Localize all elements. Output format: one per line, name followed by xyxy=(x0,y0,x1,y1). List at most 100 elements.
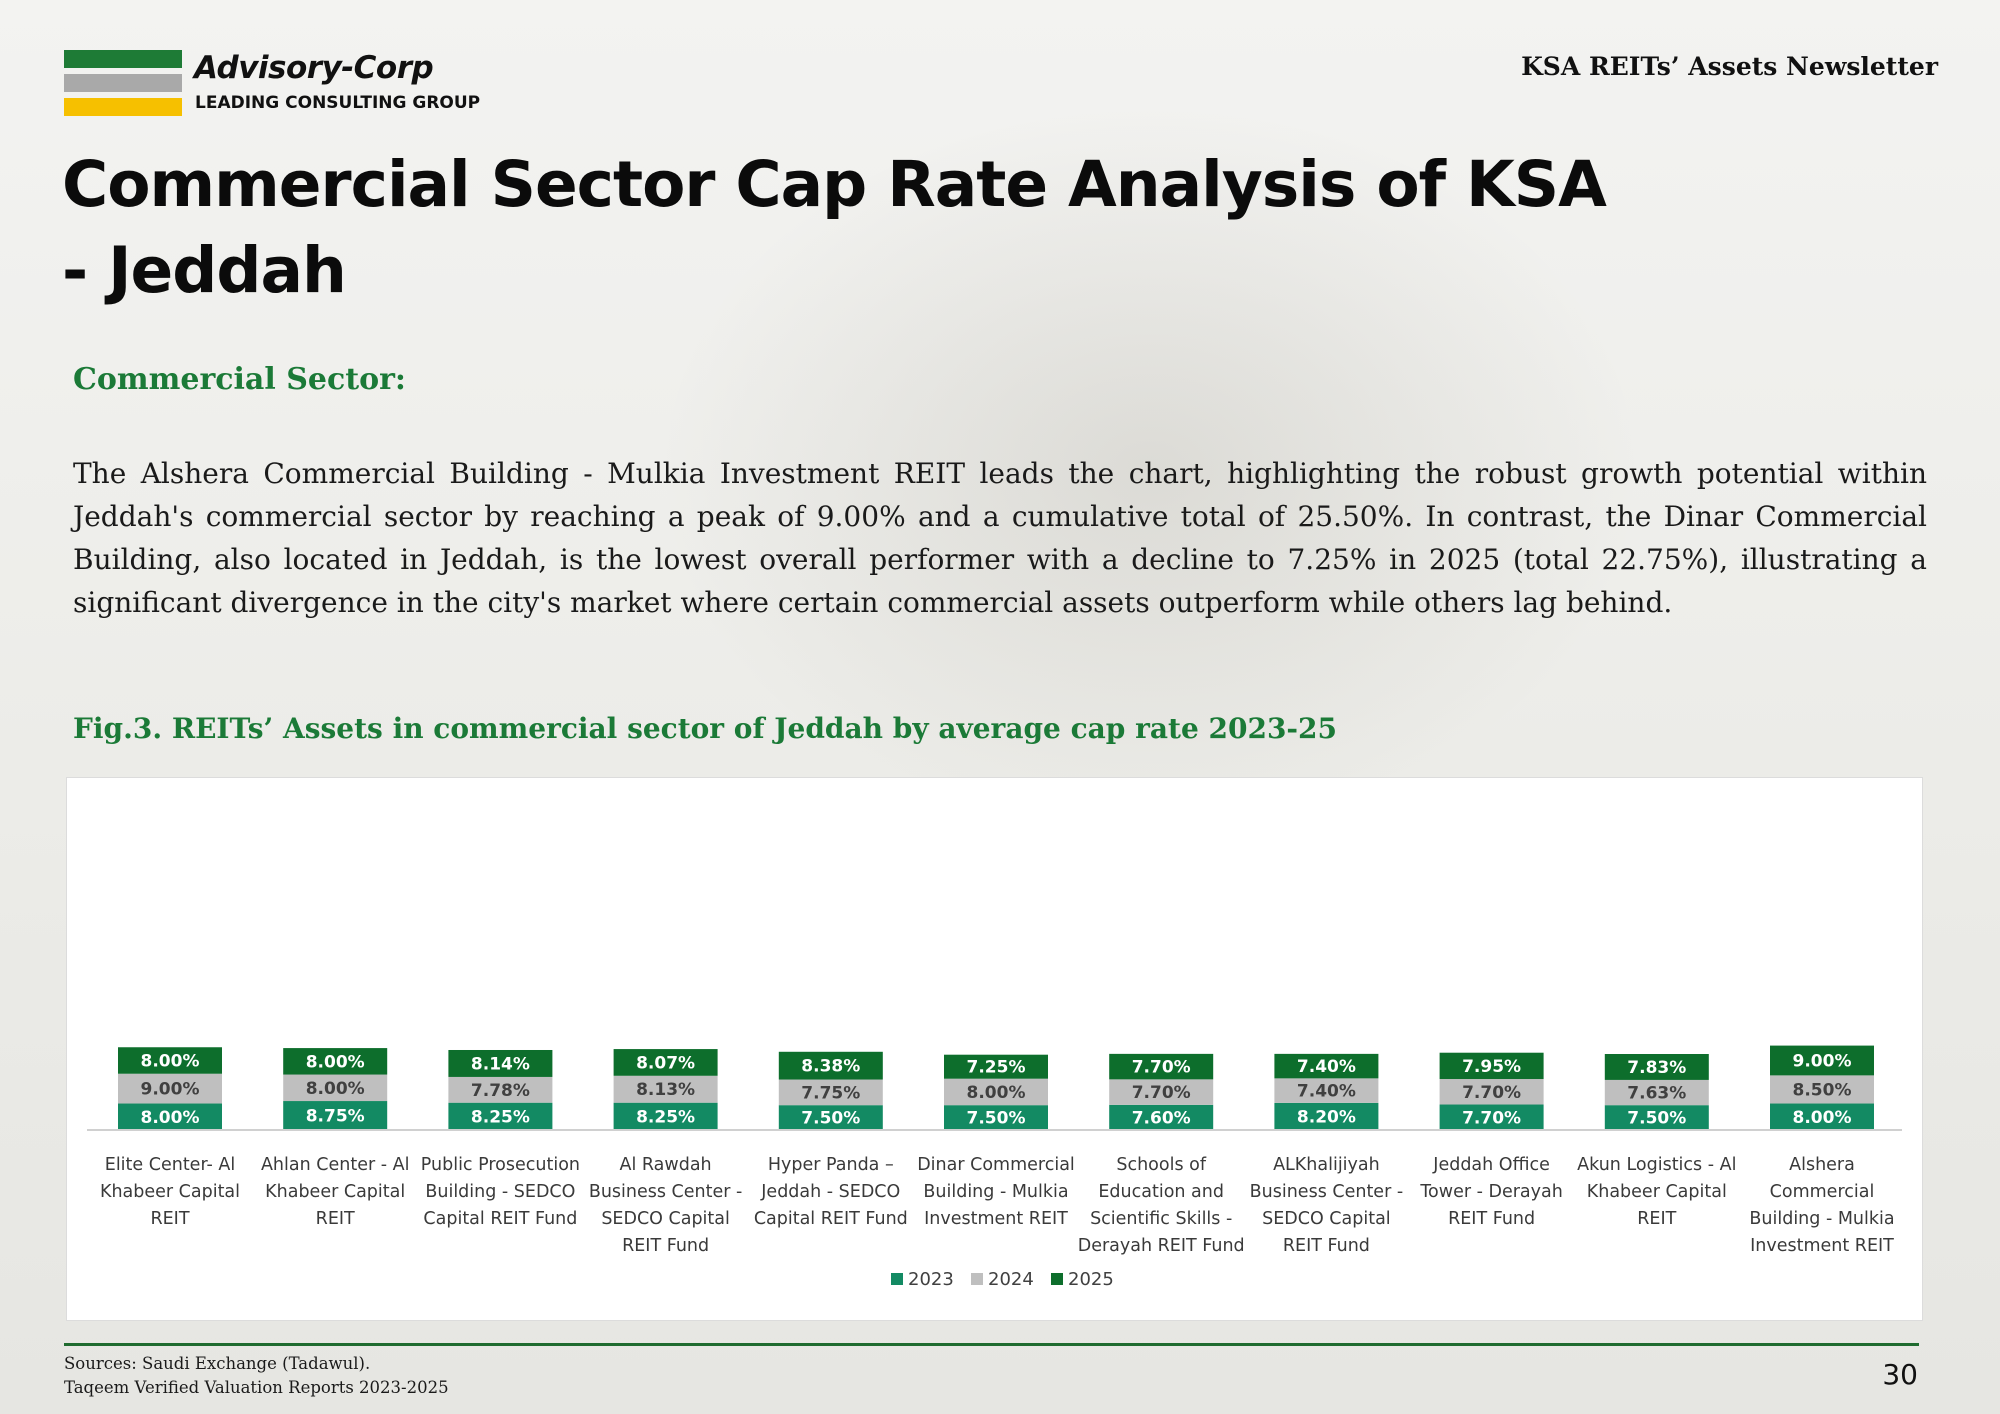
bar-2024-3 xyxy=(448,1076,553,1103)
bar-2024-8 xyxy=(1274,1078,1379,1103)
category-label-line: Public Prosecution xyxy=(421,1155,580,1175)
bar-2025-10 xyxy=(1604,1054,1709,1080)
category-label-line: REIT xyxy=(316,1209,355,1229)
category-label-line: Dinar Commercial xyxy=(917,1155,1075,1175)
data-label-2024-9: 7.70% xyxy=(1462,1083,1521,1103)
bar-2023-10 xyxy=(1604,1105,1709,1130)
bar-2023-6 xyxy=(944,1105,1048,1130)
category-label-line: Hyper Panda – xyxy=(768,1155,894,1175)
data-label-2025-4: 8.07% xyxy=(636,1053,695,1073)
data-label-2025-1: 8.00% xyxy=(141,1051,200,1071)
data-label-2025-6: 7.25% xyxy=(967,1058,1026,1078)
category-label-4: Al Rawdah Business Center - SEDCO Capital R… xyxy=(589,1155,743,1256)
category-label-line: Al Rawdah xyxy=(620,1155,712,1175)
category-label-line: Building - Mulkia xyxy=(1749,1209,1894,1229)
bar-2023-11 xyxy=(1770,1103,1874,1130)
category-label-line: REIT xyxy=(150,1209,189,1229)
category-label-line: Jeddah Office xyxy=(1432,1155,1550,1175)
category-label-line: Schools of xyxy=(1116,1155,1206,1175)
legend-label-2025: 2025 xyxy=(1068,1269,1114,1290)
bar-2025-8 xyxy=(1274,1053,1379,1079)
chart-panel: 8.00% 9.00% 8.00% Elite Center- Al Khabeer C… xyxy=(66,777,1923,1321)
bar-2024-7 xyxy=(1109,1079,1214,1105)
bar-2024-11 xyxy=(1770,1075,1874,1104)
bar-2023-9 xyxy=(1439,1104,1544,1130)
data-label-2023-3: 8.25% xyxy=(471,1107,530,1127)
category-label-11: Alshera Commercial Building - Mulkia Invest… xyxy=(1749,1155,1894,1256)
category-label-line: Elite Center- Al xyxy=(105,1155,235,1175)
bar-2025-2 xyxy=(283,1048,388,1075)
bar-2025-7 xyxy=(1109,1053,1214,1080)
bar-2025-6 xyxy=(944,1054,1048,1079)
category-label-line: Akun Logistics - Al xyxy=(1577,1155,1736,1175)
category-label-1: Elite Center- Al Khabeer Capital REIT xyxy=(100,1155,240,1229)
logo-green-stripe xyxy=(64,50,182,68)
category-label-10: Akun Logistics - Al Khabeer Capital REIT xyxy=(1577,1155,1736,1229)
legend-label-2024: 2024 xyxy=(988,1269,1034,1290)
data-label-2023-6: 7.50% xyxy=(967,1109,1026,1129)
bar-2024-5 xyxy=(778,1079,883,1106)
footer-divider xyxy=(64,1343,1919,1346)
logo-yellow-stripe xyxy=(64,98,182,116)
category-label-line: Business Center - xyxy=(589,1182,743,1202)
bar-2023-3 xyxy=(448,1102,553,1130)
data-label-2023-2: 8.75% xyxy=(306,1107,365,1127)
page-number: 30 xyxy=(1882,1358,1918,1391)
category-label-line: Alshera xyxy=(1789,1155,1855,1175)
category-label-line: Commercial xyxy=(1770,1182,1875,1202)
category-label-line: Ahlan Center - Al xyxy=(261,1155,409,1175)
sources-line-1: Sources: Saudi Exchange (Tadawul). xyxy=(64,1354,371,1373)
bar-2023-1 xyxy=(118,1103,222,1130)
data-label-2024-6: 8.00% xyxy=(967,1083,1026,1103)
category-label-line: SEDCO Capital xyxy=(601,1209,730,1229)
category-label-line: Jeddah - SEDCO xyxy=(760,1182,900,1202)
category-label-6: Dinar Commercial Building - Mulkia Investm… xyxy=(917,1155,1075,1229)
data-label-2024-1: 9.00% xyxy=(141,1080,200,1100)
data-label-2024-2: 8.00% xyxy=(306,1079,365,1099)
category-label-line: Investment REIT xyxy=(1750,1236,1894,1256)
bar-2025-1 xyxy=(118,1047,222,1074)
section-heading: Commercial Sector: xyxy=(73,362,406,397)
sources-line-2: Taqeem Verified Valuation Reports 2023-2… xyxy=(64,1378,449,1397)
data-label-2025-5: 8.38% xyxy=(801,1057,860,1077)
legend-swatch-2024 xyxy=(971,1273,983,1285)
category-label-9: Jeddah Office Tower - Derayah REIT Fund xyxy=(1419,1155,1562,1229)
category-label-line: REIT Fund xyxy=(1448,1209,1535,1229)
category-label-line: Khabeer Capital xyxy=(265,1182,405,1202)
category-label-line: Capital REIT Fund xyxy=(423,1209,577,1229)
legend-label-2023: 2023 xyxy=(908,1269,954,1290)
data-label-2023-5: 7.50% xyxy=(801,1109,860,1129)
category-label-line: Derayah REIT Fund xyxy=(1078,1236,1245,1256)
bar-2025-4 xyxy=(613,1049,718,1076)
bar-2024-4 xyxy=(613,1075,718,1103)
bar-2024-10 xyxy=(1604,1079,1709,1106)
bar-2023-4 xyxy=(613,1102,718,1130)
category-label-7: Schools of Education and Scientific Skills… xyxy=(1078,1155,1245,1256)
data-label-2023-9: 7.70% xyxy=(1462,1108,1521,1128)
category-label-line: Capital REIT Fund xyxy=(754,1209,908,1229)
figure-caption: Fig.3. REITs’ Assets in commercial secto… xyxy=(73,712,1338,745)
category-label-line: Scientific Skills - xyxy=(1090,1209,1232,1229)
bar-2025-5 xyxy=(778,1051,883,1080)
data-label-2023-11: 8.00% xyxy=(1793,1108,1852,1128)
category-label-line: Khabeer Capital xyxy=(100,1182,240,1202)
data-label-2025-2: 8.00% xyxy=(306,1052,365,1072)
category-label-line: ALKhalijiyah xyxy=(1273,1155,1380,1175)
bar-2025-9 xyxy=(1439,1052,1544,1080)
data-label-2023-10: 7.50% xyxy=(1627,1109,1686,1129)
category-label-line: Education and xyxy=(1098,1182,1224,1202)
data-label-2024-3: 7.78% xyxy=(471,1081,530,1101)
legend-swatch-2023 xyxy=(891,1273,903,1285)
data-label-2024-4: 8.13% xyxy=(636,1080,695,1100)
newsletter-title: KSA REITs’ Assets Newsletter xyxy=(1521,52,1938,81)
category-label-line: Tower - Derayah xyxy=(1419,1182,1562,1202)
category-label-line: Business Center - xyxy=(1250,1182,1404,1202)
category-label-line: SEDCO Capital xyxy=(1262,1209,1391,1229)
data-label-2024-5: 7.75% xyxy=(801,1083,860,1103)
data-label-2025-3: 8.14% xyxy=(471,1054,530,1074)
bar-2025-3 xyxy=(448,1049,553,1077)
data-label-2025-11: 9.00% xyxy=(1793,1051,1852,1071)
category-label-line: Investment REIT xyxy=(924,1209,1068,1229)
category-label-5: Hyper Panda – Jeddah - SEDCO Capital REIT … xyxy=(754,1155,908,1229)
data-label-2024-7: 7.70% xyxy=(1132,1083,1191,1103)
